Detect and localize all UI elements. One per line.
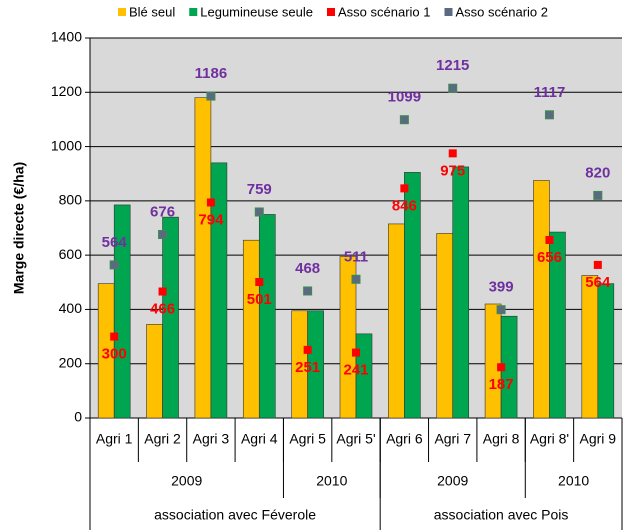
point-marker [593, 190, 603, 200]
y-axis-label: Marge directe (€/ha) [11, 162, 27, 294]
x-tick-label: Agri 3 [193, 431, 230, 447]
point-marker [158, 230, 168, 240]
point-marker [351, 274, 361, 284]
data-label: 251 [295, 359, 320, 376]
bar [210, 162, 228, 419]
bar [162, 216, 179, 419]
bar [242, 239, 260, 419]
bar [452, 166, 470, 419]
point-marker [303, 286, 313, 296]
y-tick-label: 1400 [51, 29, 82, 45]
point-marker [255, 278, 264, 287]
bar [597, 283, 615, 419]
point-marker [399, 115, 409, 125]
data-label: 399 [489, 279, 514, 296]
data-label: 846 [392, 197, 417, 214]
bar [404, 172, 421, 419]
point-marker [497, 363, 506, 372]
x-tick-label: Agri 2 [144, 431, 181, 447]
x-tick-label: Agri 4 [241, 431, 278, 447]
x-tick-label: Agri 5 [289, 431, 326, 447]
point-marker [400, 184, 409, 193]
legend-swatch [444, 8, 453, 16]
data-label: 564 [102, 234, 128, 251]
group-label: 2010 [558, 473, 589, 489]
bar [436, 233, 454, 419]
bar [113, 204, 131, 419]
y-tick-label: 200 [59, 354, 83, 370]
data-label: 1117 [534, 84, 566, 101]
bar [307, 310, 324, 419]
bar [194, 97, 212, 419]
group-label: 2010 [316, 473, 347, 489]
data-label: 820 [585, 164, 610, 181]
x-tick-label: Agri 8' [530, 431, 569, 447]
group-label: association avec Féverole [154, 507, 316, 523]
data-label: 501 [247, 291, 272, 308]
legend-label: Legumineuse seule [200, 4, 313, 19]
data-label: 676 [150, 203, 175, 220]
x-tick-label: Agri 1 [96, 431, 133, 447]
bar [533, 180, 550, 419]
bar [581, 275, 599, 419]
y-tick-label: 0 [74, 409, 82, 425]
y-tick-label: 400 [59, 300, 83, 316]
legend-label: Asso scénario 2 [456, 4, 549, 19]
data-label: 1186 [195, 65, 228, 82]
point-marker [254, 207, 264, 217]
bar [388, 223, 405, 419]
point-marker [593, 260, 602, 269]
legend-label: Asso scénario 1 [338, 4, 431, 19]
legend-swatch [189, 8, 198, 16]
data-label: 511 [344, 248, 368, 265]
bar [258, 214, 276, 419]
point-marker [352, 348, 360, 357]
y-tick-label: 800 [59, 192, 83, 208]
data-label: 656 [537, 249, 562, 266]
data-label: 466 [150, 300, 175, 317]
point-marker [545, 235, 554, 244]
x-tick-label: Agri 6 [386, 431, 423, 447]
x-tick-label: Agri 7 [434, 431, 471, 447]
point-marker [206, 91, 216, 101]
data-label: 759 [247, 181, 272, 198]
x-tick-label: Agri 5' [336, 431, 375, 447]
data-label: 1099 [388, 89, 421, 106]
point-marker [448, 83, 458, 93]
x-tick-label: Agri 9 [580, 431, 617, 447]
y-tick-label: 1200 [51, 83, 82, 99]
data-label: 241 [343, 362, 368, 379]
y-tick-label: 600 [59, 246, 83, 262]
data-label: 1215 [436, 57, 469, 74]
data-label: 564 [585, 274, 611, 291]
point-marker [109, 260, 119, 270]
bar [146, 324, 163, 419]
data-label: 468 [295, 260, 320, 277]
point-marker [496, 305, 506, 315]
point-marker [206, 198, 215, 207]
point-marker [158, 287, 167, 296]
point-marker [544, 110, 554, 120]
legend-swatch [118, 8, 126, 16]
point-marker [448, 149, 457, 158]
legend-swatch [327, 8, 335, 16]
group-label: 2009 [437, 473, 468, 489]
data-label: 794 [198, 211, 224, 228]
bar [549, 231, 566, 419]
legend-label: Blé seul [129, 4, 175, 19]
data-label: 187 [489, 376, 514, 393]
x-tick-label: Agri 8 [483, 431, 520, 447]
data-label: 300 [102, 346, 127, 363]
point-marker [303, 345, 312, 354]
data-label: 975 [440, 162, 465, 179]
bar [484, 303, 502, 419]
group-label: 2009 [171, 473, 202, 489]
point-marker [110, 332, 119, 341]
group-label: association avec Pois [434, 507, 569, 523]
y-tick-label: 1000 [51, 137, 82, 153]
